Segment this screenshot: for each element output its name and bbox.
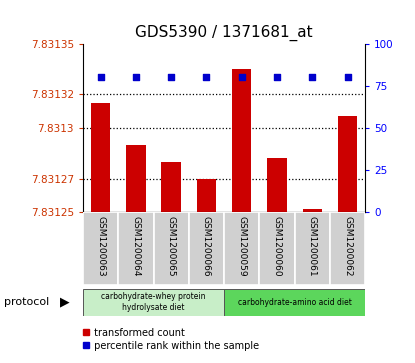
Text: carbohydrate-amino acid diet: carbohydrate-amino acid diet (238, 298, 352, 307)
Bar (83, 289, 224, 316)
Bar (154, 212, 189, 285)
Point (274, 74, 281, 80)
Point (97, 74, 104, 80)
Text: GSM1200065: GSM1200065 (167, 216, 176, 277)
Text: GSM1200059: GSM1200059 (237, 216, 246, 277)
Bar (224, 289, 365, 316)
Bar (303, 209, 322, 212)
Point (344, 74, 351, 80)
Text: GSM1200062: GSM1200062 (343, 216, 352, 277)
Bar (83, 212, 118, 285)
Bar (259, 212, 295, 285)
Bar (232, 69, 251, 212)
Text: GSM1200063: GSM1200063 (96, 216, 105, 277)
Text: GSM1200061: GSM1200061 (308, 216, 317, 277)
Text: GSM1200064: GSM1200064 (132, 216, 140, 277)
Bar (267, 158, 287, 212)
Point (133, 74, 139, 80)
Bar (338, 116, 357, 212)
Text: GSM1200066: GSM1200066 (202, 216, 211, 277)
Bar (330, 212, 365, 285)
Bar (118, 212, 154, 285)
Bar (295, 212, 330, 285)
Legend:  transformed count,  percentile rank within the sample: transformed count, percentile rank withi… (80, 324, 263, 355)
Bar (197, 179, 216, 212)
Point (168, 74, 174, 80)
Text: protocol: protocol (4, 297, 49, 307)
Bar (91, 103, 110, 212)
Bar (161, 162, 181, 212)
Bar (189, 212, 224, 285)
Bar (126, 145, 146, 212)
Point (309, 74, 315, 80)
Text: carbohydrate-whey protein
hydrolysate diet: carbohydrate-whey protein hydrolysate di… (101, 292, 206, 312)
Text: ▶: ▶ (59, 296, 69, 309)
Point (203, 74, 210, 80)
Text: GSM1200060: GSM1200060 (273, 216, 281, 277)
Bar (224, 212, 259, 285)
Title: GDS5390 / 1371681_at: GDS5390 / 1371681_at (135, 25, 313, 41)
Point (238, 74, 245, 80)
